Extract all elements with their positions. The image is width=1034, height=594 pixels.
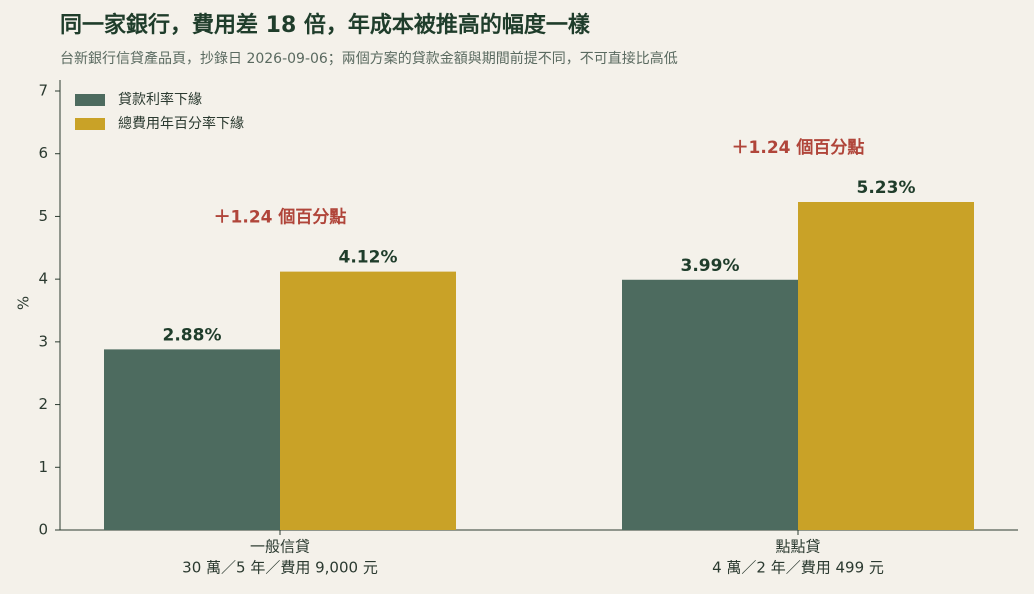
y-tick-label: 1 — [38, 458, 48, 476]
bar — [280, 271, 456, 530]
x-tick-detail: 4 萬／2 年／費用 499 元 — [712, 559, 884, 577]
legend-label: 總費用年百分率下緣 — [118, 115, 244, 132]
bar — [104, 349, 280, 530]
y-tick-label: 7 — [38, 82, 48, 100]
y-tick-label: 2 — [38, 395, 48, 413]
y-tick-label: 5 — [38, 207, 48, 225]
value-label: 2.88% — [163, 325, 222, 345]
x-tick-label: 一般信貸 — [250, 538, 310, 556]
legend-label: 貸款利率下緣 — [118, 91, 202, 108]
y-tick-label: 0 — [38, 521, 48, 539]
y-axis-label: % — [15, 296, 33, 310]
chart-title: 同一家銀行，費用差 18 倍，年成本被推高的幅度一樣 — [60, 12, 591, 38]
legend-swatch — [75, 94, 105, 106]
y-tick-label: 6 — [38, 144, 48, 162]
x-tick-detail: 30 萬／5 年／費用 9,000 元 — [182, 559, 378, 577]
value-label: 4.12% — [339, 248, 398, 268]
annotation: ＋1.24 個百分點 — [732, 137, 865, 158]
bar — [798, 202, 974, 531]
legend-swatch — [75, 118, 105, 130]
annotation: ＋1.24 個百分點 — [214, 207, 347, 228]
chart-subtitle: 台新銀行信貸產品頁，抄錄日 2026-09-06；兩個方案的貸款金額與期間前提不… — [60, 50, 678, 67]
value-label: 5.23% — [857, 178, 916, 198]
y-tick-label: 3 — [38, 332, 48, 350]
x-tick-label: 點點貸 — [775, 538, 820, 556]
value-label: 3.99% — [681, 256, 740, 276]
y-tick-label: 4 — [38, 270, 48, 288]
bar — [622, 279, 798, 530]
